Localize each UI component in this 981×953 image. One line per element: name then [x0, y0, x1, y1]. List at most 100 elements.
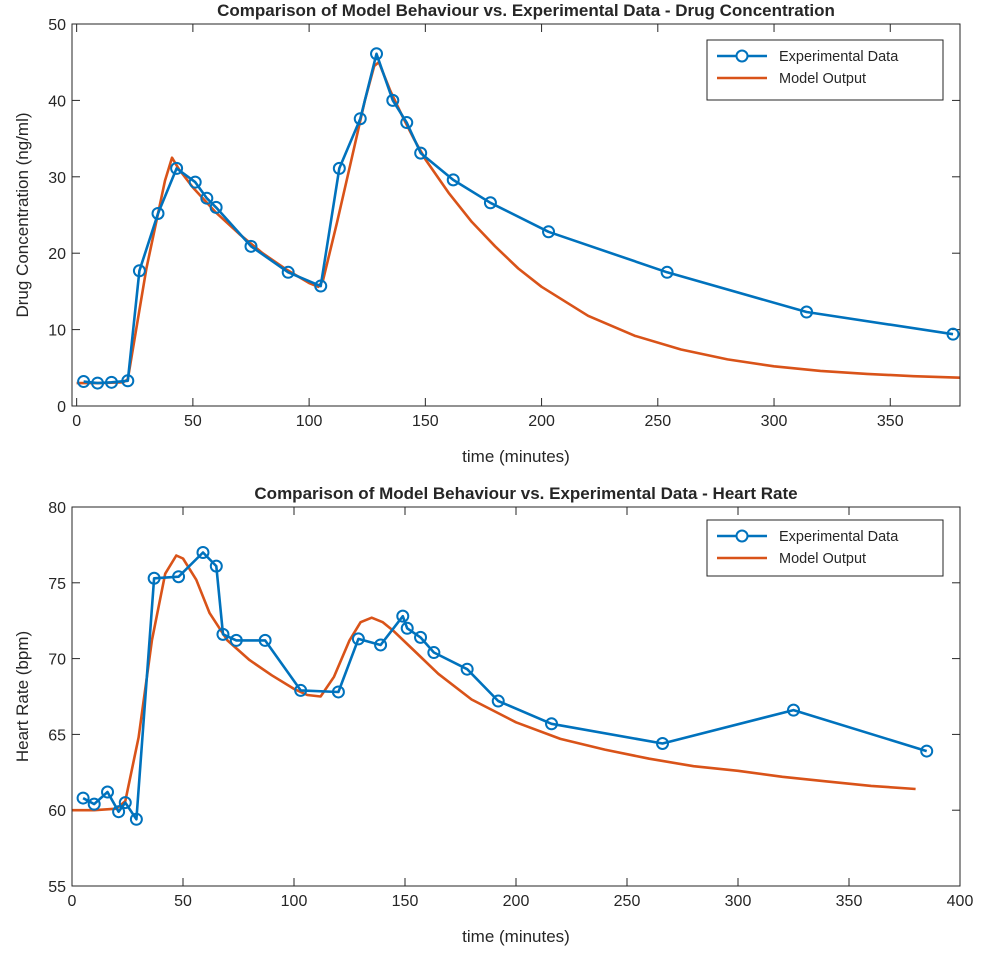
heart-rate-plot: Comparison of Model Behaviour vs. Experi…	[13, 484, 973, 946]
experimental-data-point	[87, 797, 101, 811]
experimental-data-point	[229, 633, 243, 647]
experimental-data-point	[118, 796, 132, 810]
experimental-data-point	[396, 609, 410, 623]
chart-title: Comparison of Model Behaviour vs. Experi…	[217, 1, 835, 20]
legend-marker	[735, 529, 749, 543]
x-tick-label: 200	[528, 413, 555, 430]
legend-box	[706, 39, 944, 101]
experimental-data-point	[400, 621, 414, 635]
experimental-data-point	[281, 265, 295, 279]
x-axis-label: time (minutes)	[462, 927, 570, 946]
experimental-data-point	[258, 633, 272, 647]
experimental-data-point	[91, 376, 105, 390]
experimental-data-point	[188, 175, 202, 189]
x-tick-label: 150	[392, 893, 419, 910]
experimental-data-point	[105, 375, 119, 389]
y-axis-label: Heart Rate (bpm)	[13, 631, 32, 762]
experimental-data-point	[151, 206, 165, 220]
x-tick-label: 300	[725, 893, 752, 910]
experimental-data-point	[400, 116, 414, 130]
y-axis-label: Drug Concentration (ng/ml)	[13, 112, 32, 317]
x-tick-label: 100	[296, 413, 323, 430]
experimental-data-point	[170, 161, 184, 175]
legend-entry-experimental: Experimental Data	[717, 529, 899, 545]
x-tick-label: 50	[184, 413, 202, 430]
experimental-data-point	[787, 703, 800, 717]
experimental-data-point	[460, 662, 474, 676]
legend-entry-model: Model Output	[717, 551, 866, 567]
x-tick-label: 0	[68, 893, 77, 910]
experimental-data-point	[200, 191, 214, 205]
legend-entry-experimental: Experimental Data	[717, 49, 899, 65]
experimental-data-point	[112, 805, 126, 819]
legend-marker	[735, 49, 749, 63]
experimental-data-point	[656, 736, 670, 750]
experimental-data-point	[172, 570, 186, 584]
legend-label: Model Output	[779, 71, 866, 87]
experimental-data-point	[946, 327, 960, 341]
experimental-data-point	[209, 200, 223, 214]
legend: Experimental Data Model Output	[706, 519, 944, 577]
y-tick-label: 75	[48, 576, 66, 593]
axes-box	[71, 23, 961, 407]
x-tick-label: 350	[836, 893, 863, 910]
experimental-data-point	[370, 47, 384, 61]
experimental-data-point	[216, 627, 230, 641]
x-tick-label: 350	[877, 413, 904, 430]
experimental-data-point	[332, 161, 346, 175]
experimental-data-point	[76, 791, 90, 805]
y-tick-label: 60	[48, 803, 66, 820]
experimental-data-point	[147, 571, 161, 585]
experimental-data-point	[414, 146, 428, 160]
y-tick-label: 70	[48, 652, 66, 669]
experimental-data-point	[196, 545, 210, 559]
experimental-data-point	[660, 265, 674, 279]
experimental-data-point	[800, 305, 814, 319]
experimental-data-point	[414, 630, 428, 644]
experimental-data-point	[353, 112, 367, 126]
experimental-data-point	[129, 812, 143, 826]
legend-label: Experimental Data	[779, 529, 899, 545]
experimental-data-point	[545, 717, 559, 731]
experimental-data-point	[101, 785, 115, 799]
x-tick-label: 0	[72, 413, 81, 430]
experimental-data-point	[542, 225, 556, 239]
experimental-data-point	[209, 559, 223, 573]
experimental-data-point	[351, 632, 365, 646]
x-axis-label: time (minutes)	[462, 447, 570, 466]
series-group	[72, 545, 934, 826]
experimental-data-point	[331, 685, 345, 699]
experimental-data-line	[82, 551, 928, 821]
chart-title: Comparison of Model Behaviour vs. Experi…	[254, 484, 797, 503]
y-tick-label: 65	[48, 727, 66, 744]
legend-box	[706, 519, 944, 577]
x-tick-label: 150	[412, 413, 439, 430]
y-tick-label: 0	[57, 399, 66, 416]
y-tick-label: 20	[48, 246, 66, 263]
axis-ticks: 0 50 100 150 200 250 300 350 0 10 20 30 40 50	[48, 17, 960, 430]
x-tick-label: 50	[174, 893, 192, 910]
experimental-data-point	[491, 694, 505, 708]
experimental-data-point	[483, 196, 497, 210]
y-tick-label: 10	[48, 323, 66, 340]
x-tick-label: 400	[947, 893, 974, 910]
experimental-data-point	[132, 264, 146, 278]
experimental-data-point	[294, 683, 308, 697]
experimental-data-point	[244, 239, 258, 253]
experimental-data-point	[314, 279, 328, 293]
y-tick-label: 30	[48, 170, 66, 187]
series-group	[76, 47, 961, 390]
legend: Experimental Data Model Output	[706, 39, 944, 101]
experimental-data-point	[427, 646, 441, 660]
x-tick-label: 200	[503, 893, 530, 910]
y-tick-label: 55	[48, 879, 66, 896]
model-output-line	[72, 554, 916, 812]
experimental-data-line	[83, 52, 954, 385]
experimental-data-point	[386, 93, 400, 107]
x-tick-label: 250	[644, 413, 671, 430]
y-tick-label: 80	[48, 500, 66, 517]
legend-label: Experimental Data	[779, 49, 899, 65]
legend-label: Model Output	[779, 551, 866, 567]
x-tick-label: 250	[614, 893, 641, 910]
